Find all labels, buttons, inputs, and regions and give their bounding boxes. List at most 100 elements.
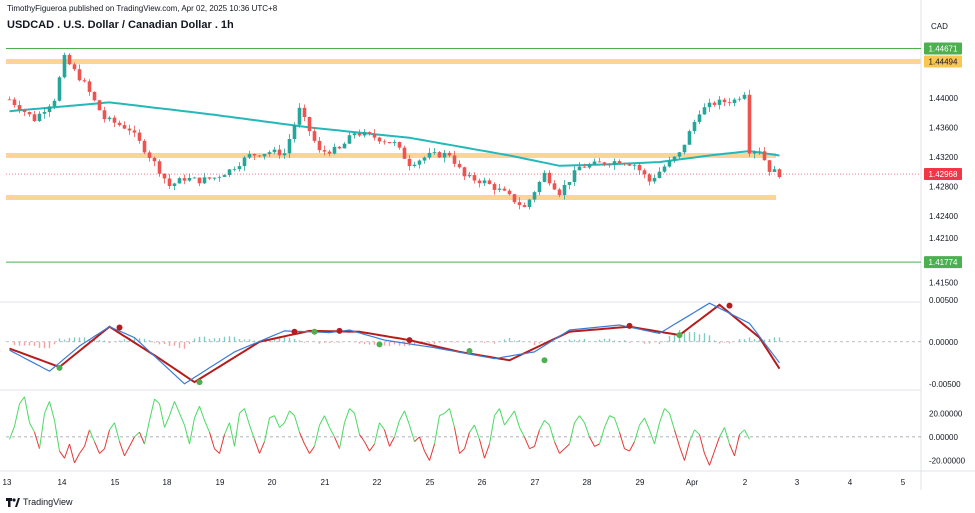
cross-marker bbox=[626, 322, 633, 329]
oscillator-segment bbox=[104, 429, 110, 449]
oscillator-segment bbox=[514, 410, 520, 428]
oscillator-segment bbox=[119, 441, 125, 456]
oscillator-segment bbox=[634, 424, 640, 442]
candle-body bbox=[387, 142, 392, 144]
candle-body bbox=[752, 151, 757, 154]
candle-body bbox=[322, 150, 327, 152]
candle-body bbox=[777, 169, 782, 178]
oscillator-segment bbox=[124, 446, 130, 457]
oscillator-segment bbox=[594, 443, 600, 447]
tradingview-brand: TradingView bbox=[23, 497, 73, 507]
oscillator-segment bbox=[684, 441, 690, 461]
candle-body bbox=[427, 152, 432, 158]
oscillator-segment bbox=[44, 401, 50, 414]
candle-body bbox=[552, 183, 557, 190]
candle-body bbox=[12, 99, 17, 106]
candle-body bbox=[542, 172, 547, 182]
price-tick-label: 1.42800 bbox=[929, 182, 958, 191]
candle-body bbox=[452, 155, 457, 164]
oscillator-segment bbox=[164, 415, 170, 428]
oscillator-segment bbox=[734, 434, 740, 456]
support-resistance-bands bbox=[6, 59, 921, 200]
oscillator-tick-label: 20.00000 bbox=[929, 409, 963, 418]
oscillator-segment bbox=[744, 429, 750, 440]
candle-body bbox=[692, 121, 697, 132]
oscillator-segment bbox=[519, 427, 525, 438]
oscillator-segment bbox=[29, 422, 35, 433]
candle-body bbox=[277, 149, 282, 156]
oscillator-segment bbox=[319, 415, 325, 426]
candle-body bbox=[672, 156, 677, 161]
oscillator-segment bbox=[669, 413, 675, 430]
candle-body bbox=[727, 102, 732, 104]
candle-body bbox=[117, 122, 122, 126]
candle-body bbox=[772, 169, 777, 172]
momentum-pane bbox=[6, 302, 921, 386]
oscillator-segment bbox=[569, 422, 575, 445]
oscillator-segment bbox=[149, 398, 155, 421]
oscillator-pane bbox=[6, 396, 921, 466]
oscillator-segment bbox=[624, 448, 630, 452]
oscillator-segment bbox=[79, 446, 85, 454]
candle-body bbox=[587, 164, 592, 168]
last-price-box bbox=[924, 168, 962, 181]
candle-body bbox=[242, 157, 247, 167]
oscillator-segment bbox=[389, 436, 395, 447]
candle-body bbox=[447, 152, 452, 156]
oscillator-segment bbox=[549, 424, 555, 442]
oscillator-segment bbox=[614, 417, 620, 433]
time-tick-label: 20 bbox=[268, 478, 277, 487]
oscillator-segment bbox=[484, 443, 490, 459]
symbol-title: USDCAD . U.S. Dollar / Canadian Dollar .… bbox=[7, 19, 234, 31]
candle-body bbox=[527, 199, 532, 208]
candle-body bbox=[397, 142, 402, 148]
oscillator-segment bbox=[199, 406, 205, 421]
oscillator-segment bbox=[354, 413, 360, 435]
candle-body bbox=[512, 194, 517, 203]
candle-body bbox=[192, 177, 197, 179]
oscillator-segment bbox=[214, 448, 220, 454]
candle-body bbox=[312, 131, 317, 141]
time-tick-label: 15 bbox=[111, 478, 120, 487]
candle-body bbox=[407, 158, 412, 167]
candle-body bbox=[332, 146, 337, 154]
sr-band bbox=[6, 194, 776, 200]
price-tick-label: 1.42100 bbox=[929, 234, 958, 243]
candle-body bbox=[292, 124, 297, 140]
candle-body bbox=[732, 99, 737, 104]
chart-area[interactable]: 1.44671 1.44494 1.41774 1.42968 1.44000 1.43… bbox=[0, 0, 975, 490]
oscillator-segment bbox=[169, 401, 175, 416]
currency-label: CAD bbox=[931, 22, 948, 31]
candle-body bbox=[592, 161, 597, 165]
cross-marker bbox=[311, 328, 318, 335]
oscillator-segment bbox=[234, 413, 240, 447]
candle-body bbox=[357, 133, 362, 136]
time-tick-label: 26 bbox=[478, 478, 487, 487]
time-tick-label: 14 bbox=[58, 478, 67, 487]
candle-body bbox=[707, 102, 712, 108]
candle-body bbox=[372, 133, 377, 138]
candle-body bbox=[222, 175, 227, 177]
oscillator-segment bbox=[599, 427, 605, 445]
candle-body bbox=[87, 81, 92, 92]
candle-body bbox=[687, 131, 692, 145]
oscillator-segment bbox=[714, 436, 720, 452]
oscillator-segment bbox=[259, 441, 265, 454]
candle-body bbox=[282, 153, 287, 156]
cross-marker bbox=[56, 364, 63, 371]
oscillator-segment bbox=[339, 422, 345, 449]
oscillator-segment bbox=[144, 420, 150, 445]
oscillator-segment bbox=[294, 415, 300, 433]
time-tick-label: 19 bbox=[216, 478, 225, 487]
oscillator-segment bbox=[649, 429, 655, 445]
oscillator-segment bbox=[724, 427, 730, 445]
oscillator-segment bbox=[349, 408, 355, 414]
candle-body bbox=[402, 147, 407, 159]
oscillator-segment bbox=[279, 422, 285, 428]
tradingview-footer[interactable]: TradingView bbox=[6, 497, 73, 507]
oscillator-segment bbox=[704, 453, 710, 466]
oscillator-segment bbox=[434, 415, 440, 445]
oscillator-segment bbox=[619, 432, 625, 449]
candle-body bbox=[337, 146, 342, 149]
oscillator-segment bbox=[534, 429, 540, 447]
